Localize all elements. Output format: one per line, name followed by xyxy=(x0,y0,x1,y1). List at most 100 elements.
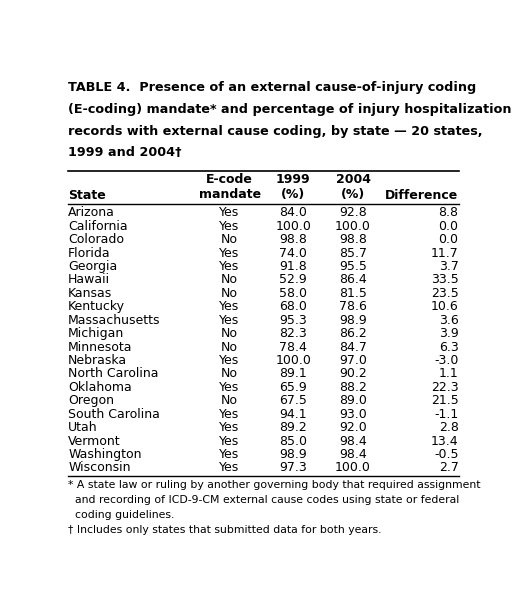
Text: 11.7: 11.7 xyxy=(431,246,458,259)
Text: No: No xyxy=(221,274,238,287)
Text: Oklahoma: Oklahoma xyxy=(68,381,132,394)
Text: 88.2: 88.2 xyxy=(339,381,367,394)
Text: Yes: Yes xyxy=(219,448,240,461)
Text: Hawaii: Hawaii xyxy=(68,274,111,287)
Text: 89.0: 89.0 xyxy=(339,394,367,407)
Text: E-code: E-code xyxy=(206,173,253,186)
Text: TABLE 4.  Presence of an external cause-of-injury coding: TABLE 4. Presence of an external cause-o… xyxy=(68,81,476,94)
Text: 33.5: 33.5 xyxy=(431,274,458,287)
Text: No: No xyxy=(221,340,238,353)
Text: 86.4: 86.4 xyxy=(339,274,367,287)
Text: Yes: Yes xyxy=(219,354,240,367)
Text: Wisconsin: Wisconsin xyxy=(68,462,131,475)
Text: 84.0: 84.0 xyxy=(280,206,307,219)
Text: Yes: Yes xyxy=(219,421,240,434)
Text: 68.0: 68.0 xyxy=(280,300,307,313)
Text: 89.2: 89.2 xyxy=(280,421,307,434)
Text: 2.7: 2.7 xyxy=(439,462,458,475)
Text: 0.0: 0.0 xyxy=(438,220,458,233)
Text: 97.0: 97.0 xyxy=(339,354,367,367)
Text: 2.8: 2.8 xyxy=(439,421,458,434)
Text: -3.0: -3.0 xyxy=(434,354,458,367)
Text: and recording of ICD-9-CM external cause codes using state or federal: and recording of ICD-9-CM external cause… xyxy=(68,495,460,505)
Text: State: State xyxy=(68,189,106,202)
Text: 98.9: 98.9 xyxy=(339,314,367,327)
Text: coding guidelines.: coding guidelines. xyxy=(68,510,175,520)
Text: Utah: Utah xyxy=(68,421,98,434)
Text: 1.1: 1.1 xyxy=(439,368,458,381)
Text: Florida: Florida xyxy=(68,246,111,259)
Text: 22.3: 22.3 xyxy=(431,381,458,394)
Text: 78.6: 78.6 xyxy=(339,300,367,313)
Text: 65.9: 65.9 xyxy=(280,381,307,394)
Text: 13.4: 13.4 xyxy=(431,434,458,447)
Text: 3.9: 3.9 xyxy=(439,327,458,340)
Text: 97.3: 97.3 xyxy=(280,462,307,475)
Text: -1.1: -1.1 xyxy=(434,408,458,421)
Text: 94.1: 94.1 xyxy=(280,408,307,421)
Text: Yes: Yes xyxy=(219,381,240,394)
Text: 8.8: 8.8 xyxy=(438,206,458,219)
Text: 100.0: 100.0 xyxy=(335,462,371,475)
Text: 58.0: 58.0 xyxy=(279,287,307,300)
Text: Michigan: Michigan xyxy=(68,327,124,340)
Text: California: California xyxy=(68,220,128,233)
Text: 93.0: 93.0 xyxy=(339,408,367,421)
Text: Kansas: Kansas xyxy=(68,287,113,300)
Text: No: No xyxy=(221,368,238,381)
Text: South Carolina: South Carolina xyxy=(68,408,160,421)
Text: (E-coding) mandate* and percentage of injury hospitalization: (E-coding) mandate* and percentage of in… xyxy=(68,103,512,116)
Text: 10.6: 10.6 xyxy=(431,300,458,313)
Text: Yes: Yes xyxy=(219,462,240,475)
Text: Oregon: Oregon xyxy=(68,394,114,407)
Text: 85.0: 85.0 xyxy=(279,434,307,447)
Text: 92.8: 92.8 xyxy=(339,206,367,219)
Text: records with external cause coding, by state — 20 states,: records with external cause coding, by s… xyxy=(68,125,483,138)
Text: 3.7: 3.7 xyxy=(439,260,458,273)
Text: Yes: Yes xyxy=(219,220,240,233)
Text: 98.8: 98.8 xyxy=(339,233,367,246)
Text: 91.8: 91.8 xyxy=(280,260,307,273)
Text: Yes: Yes xyxy=(219,408,240,421)
Text: 100.0: 100.0 xyxy=(276,354,311,367)
Text: No: No xyxy=(221,327,238,340)
Text: Georgia: Georgia xyxy=(68,260,118,273)
Text: -0.5: -0.5 xyxy=(434,448,458,461)
Text: Arizona: Arizona xyxy=(68,206,115,219)
Text: Nebraska: Nebraska xyxy=(68,354,127,367)
Text: 84.7: 84.7 xyxy=(339,340,367,353)
Text: 98.4: 98.4 xyxy=(339,448,367,461)
Text: 21.5: 21.5 xyxy=(431,394,458,407)
Text: Minnesota: Minnesota xyxy=(68,340,133,353)
Text: 52.9: 52.9 xyxy=(280,274,307,287)
Text: North Carolina: North Carolina xyxy=(68,368,159,381)
Text: 89.1: 89.1 xyxy=(280,368,307,381)
Text: Yes: Yes xyxy=(219,206,240,219)
Text: Yes: Yes xyxy=(219,314,240,327)
Text: 85.7: 85.7 xyxy=(339,246,367,259)
Text: mandate: mandate xyxy=(198,188,261,201)
Text: Difference: Difference xyxy=(386,189,458,202)
Text: No: No xyxy=(221,233,238,246)
Text: Yes: Yes xyxy=(219,246,240,259)
Text: 98.8: 98.8 xyxy=(280,233,307,246)
Text: 100.0: 100.0 xyxy=(276,220,311,233)
Text: 67.5: 67.5 xyxy=(280,394,307,407)
Text: 90.2: 90.2 xyxy=(339,368,367,381)
Text: Vermont: Vermont xyxy=(68,434,121,447)
Text: Washington: Washington xyxy=(68,448,142,461)
Text: † Includes only states that submitted data for both years.: † Includes only states that submitted da… xyxy=(68,525,382,535)
Text: 0.0: 0.0 xyxy=(438,233,458,246)
Text: 2004: 2004 xyxy=(336,173,371,186)
Text: 100.0: 100.0 xyxy=(335,220,371,233)
Text: 74.0: 74.0 xyxy=(280,246,307,259)
Text: 95.5: 95.5 xyxy=(339,260,367,273)
Text: 23.5: 23.5 xyxy=(431,287,458,300)
Text: No: No xyxy=(221,287,238,300)
Text: 3.6: 3.6 xyxy=(439,314,458,327)
Text: Colorado: Colorado xyxy=(68,233,124,246)
Text: 6.3: 6.3 xyxy=(439,340,458,353)
Text: 86.2: 86.2 xyxy=(339,327,367,340)
Text: Yes: Yes xyxy=(219,300,240,313)
Text: 98.9: 98.9 xyxy=(280,448,307,461)
